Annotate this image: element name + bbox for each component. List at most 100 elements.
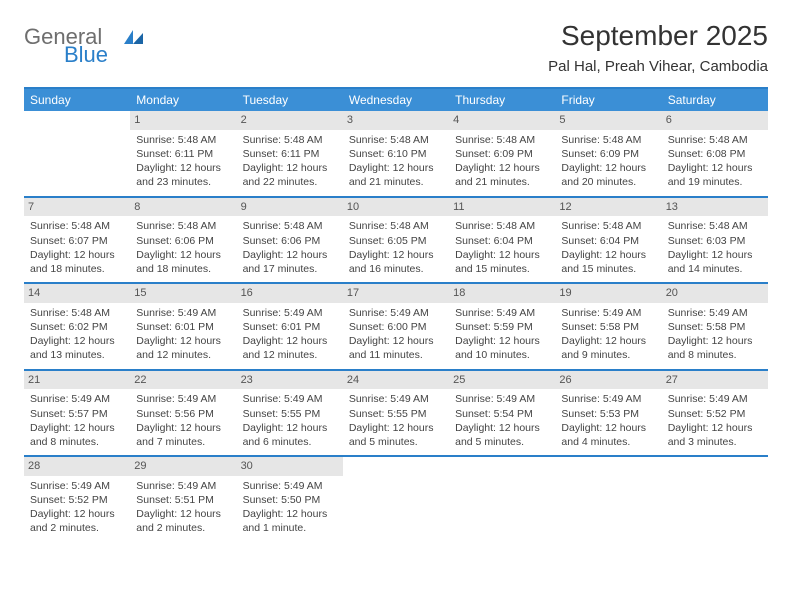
day-cell: 4Sunrise: 5:48 AMSunset: 6:09 PMDaylight… — [449, 111, 555, 196]
week-row: 7Sunrise: 5:48 AMSunset: 6:07 PMDaylight… — [24, 198, 768, 285]
day-cell: 6Sunrise: 5:48 AMSunset: 6:08 PMDaylight… — [662, 111, 768, 196]
sunrise-text: Sunrise: 5:49 AM — [561, 392, 655, 406]
day-number: 19 — [555, 284, 661, 303]
header-row: General Blue September 2025 Pal Hal, Pre… — [24, 20, 768, 75]
daylight-text: Daylight: 12 hours and 1 minute. — [243, 507, 337, 535]
sunrise-text: Sunrise: 5:48 AM — [243, 219, 337, 233]
sunset-text: Sunset: 5:56 PM — [136, 407, 230, 421]
day-cell: 29Sunrise: 5:49 AMSunset: 5:51 PMDayligh… — [130, 457, 236, 542]
day-cell: 24Sunrise: 5:49 AMSunset: 5:55 PMDayligh… — [343, 371, 449, 456]
sunset-text: Sunset: 5:57 PM — [30, 407, 124, 421]
week-row: 1Sunrise: 5:48 AMSunset: 6:11 PMDaylight… — [24, 111, 768, 198]
day-cell: 12Sunrise: 5:48 AMSunset: 6:04 PMDayligh… — [555, 198, 661, 283]
sunset-text: Sunset: 6:02 PM — [30, 320, 124, 334]
day-number: 17 — [343, 284, 449, 303]
sunset-text: Sunset: 6:08 PM — [668, 147, 762, 161]
sunset-text: Sunset: 5:58 PM — [668, 320, 762, 334]
daylight-text: Daylight: 12 hours and 22 minutes. — [243, 161, 337, 189]
day-number: 8 — [130, 198, 236, 217]
daylight-text: Daylight: 12 hours and 2 minutes. — [30, 507, 124, 535]
daylight-text: Daylight: 12 hours and 6 minutes. — [243, 421, 337, 449]
day-number: 13 — [662, 198, 768, 217]
day-cell: 23 Sunrise: 5:49 AMSunset: 5:55 PMDayligh… — [237, 371, 343, 456]
day-cell: 7Sunrise: 5:48 AMSunset: 6:07 PMDaylight… — [24, 198, 130, 283]
daylight-text: Daylight: 12 hours and 9 minutes. — [561, 334, 655, 362]
day-number: 9 — [237, 198, 343, 217]
sunset-text: Sunset: 6:07 PM — [30, 234, 124, 248]
daylight-text: Daylight: 12 hours and 14 minutes. — [668, 248, 762, 276]
sunset-text: Sunset: 5:55 PM — [243, 407, 337, 421]
sunset-text: Sunset: 6:04 PM — [561, 234, 655, 248]
day-number: 27 — [662, 371, 768, 390]
daylight-text: Daylight: 12 hours and 11 minutes. — [349, 334, 443, 362]
day-cell: 18Sunrise: 5:49 AMSunset: 5:59 PMDayligh… — [449, 284, 555, 369]
day-number: 10 — [343, 198, 449, 217]
day-cell: 22Sunrise: 5:49 AMSunset: 5:56 PMDayligh… — [130, 371, 236, 456]
day-number: 2 — [237, 111, 343, 130]
day-cell: 28Sunrise: 5:49 AMSunset: 5:52 PMDayligh… — [24, 457, 130, 542]
sunrise-text: Sunrise: 5:48 AM — [349, 133, 443, 147]
day-number: 3 — [343, 111, 449, 130]
sunrise-text: Sunrise: 5:49 AM — [668, 306, 762, 320]
day-number: 23 — [237, 371, 343, 390]
day-cell: 3Sunrise: 5:48 AMSunset: 6:10 PMDaylight… — [343, 111, 449, 196]
day-cell: 1Sunrise: 5:48 AMSunset: 6:11 PMDaylight… — [130, 111, 236, 196]
sunset-text: Sunset: 5:54 PM — [455, 407, 549, 421]
sunset-text: Sunset: 5:53 PM — [561, 407, 655, 421]
daylight-text: Daylight: 12 hours and 13 minutes. — [30, 334, 124, 362]
sunset-text: Sunset: 5:51 PM — [136, 493, 230, 507]
weeks-container: 1Sunrise: 5:48 AMSunset: 6:11 PMDaylight… — [24, 111, 768, 542]
sunset-text: Sunset: 5:55 PM — [349, 407, 443, 421]
sunrise-text: Sunrise: 5:48 AM — [668, 133, 762, 147]
daylight-text: Daylight: 12 hours and 8 minutes. — [30, 421, 124, 449]
daylight-text: Daylight: 12 hours and 20 minutes. — [561, 161, 655, 189]
logo-word2: Blue — [64, 44, 143, 66]
day-cell — [662, 457, 768, 542]
day-cell: 14Sunrise: 5:48 AMSunset: 6:02 PMDayligh… — [24, 284, 130, 369]
daylight-text: Daylight: 12 hours and 16 minutes. — [349, 248, 443, 276]
day-number: 30 — [237, 457, 343, 476]
week-row: 21Sunrise: 5:49 AMSunset: 5:57 PMDayligh… — [24, 371, 768, 458]
sunrise-text: Sunrise: 5:49 AM — [349, 392, 443, 406]
sunrise-text: Sunrise: 5:49 AM — [243, 306, 337, 320]
day-of-week-row: SundayMondayTuesdayWednesdayThursdayFrid… — [24, 89, 768, 111]
day-cell: 8Sunrise: 5:48 AMSunset: 6:06 PMDaylight… — [130, 198, 236, 283]
sunset-text: Sunset: 6:05 PM — [349, 234, 443, 248]
sunset-text: Sunset: 6:00 PM — [349, 320, 443, 334]
day-of-week-cell: Thursday — [449, 89, 555, 111]
day-number: 7 — [24, 198, 130, 217]
daylight-text: Daylight: 12 hours and 5 minutes. — [455, 421, 549, 449]
sunset-text: Sunset: 6:09 PM — [561, 147, 655, 161]
title-block: September 2025 Pal Hal, Preah Vihear, Ca… — [548, 20, 768, 75]
day-cell — [343, 457, 449, 542]
sunrise-text: Sunrise: 5:48 AM — [30, 219, 124, 233]
day-cell — [449, 457, 555, 542]
sunset-text: Sunset: 6:11 PM — [243, 147, 337, 161]
daylight-text: Daylight: 12 hours and 15 minutes. — [455, 248, 549, 276]
week-row: 28Sunrise: 5:49 AMSunset: 5:52 PMDayligh… — [24, 457, 768, 542]
sunrise-text: Sunrise: 5:48 AM — [455, 219, 549, 233]
sunrise-text: Sunrise: 5:49 AM — [30, 392, 124, 406]
day-cell — [24, 111, 130, 196]
day-of-week-cell: Saturday — [662, 89, 768, 111]
day-cell: 2Sunrise: 5:48 AMSunset: 6:11 PMDaylight… — [237, 111, 343, 196]
day-number: 18 — [449, 284, 555, 303]
day-number: 20 — [662, 284, 768, 303]
sunrise-text: Sunrise: 5:49 AM — [243, 392, 337, 406]
sunset-text: Sunset: 5:52 PM — [668, 407, 762, 421]
day-number: 22 — [130, 371, 236, 390]
sunrise-text: Sunrise: 5:49 AM — [455, 392, 549, 406]
daylight-text: Daylight: 12 hours and 4 minutes. — [561, 421, 655, 449]
sunrise-text: Sunrise: 5:48 AM — [136, 219, 230, 233]
day-of-week-cell: Friday — [555, 89, 661, 111]
day-cell: 17Sunrise: 5:49 AMSunset: 6:00 PMDayligh… — [343, 284, 449, 369]
sunset-text: Sunset: 5:58 PM — [561, 320, 655, 334]
sunset-text: Sunset: 6:11 PM — [136, 147, 230, 161]
sunrise-text: Sunrise: 5:48 AM — [455, 133, 549, 147]
day-number: 4 — [449, 111, 555, 130]
day-number: 26 — [555, 371, 661, 390]
sunrise-text: Sunrise: 5:49 AM — [561, 306, 655, 320]
day-cell: 10Sunrise: 5:48 AMSunset: 6:05 PMDayligh… — [343, 198, 449, 283]
location-text: Pal Hal, Preah Vihear, Cambodia — [548, 58, 768, 75]
day-cell: 9Sunrise: 5:48 AMSunset: 6:06 PMDaylight… — [237, 198, 343, 283]
